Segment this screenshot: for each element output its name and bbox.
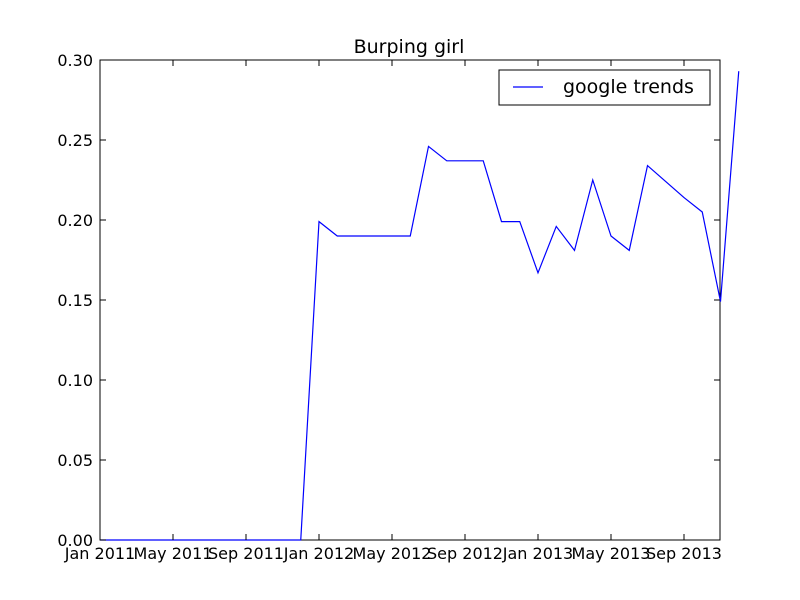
legend: google trends: [498, 69, 711, 106]
legend-label: google trends: [563, 76, 694, 98]
plot-area: [99, 59, 740, 541]
x-tick-label: Jan 2011: [64, 544, 135, 563]
chart-title: Burping girl: [354, 36, 465, 58]
y-tick-label: 0.00: [57, 531, 93, 550]
y-tick-label: 0.10: [57, 371, 93, 390]
y-tick-label: 0.20: [57, 211, 93, 230]
y-tick-label: 0.15: [57, 291, 93, 310]
plot-frame: [99, 59, 721, 541]
x-tick-label: Sep 2012: [427, 544, 503, 563]
x-tick-label: Sep 2013: [646, 544, 722, 563]
series-line-0: [100, 71, 740, 541]
x-tick-label: Sep 2011: [208, 544, 284, 563]
legend-box: [498, 69, 711, 106]
y-tick-label: 0.30: [57, 51, 93, 70]
y-tick-label: 0.05: [57, 451, 93, 470]
y-tick-label: 0.25: [57, 131, 93, 150]
x-tick-label: Jan 2012: [283, 544, 354, 563]
x-tick-label: May 2012: [353, 544, 432, 563]
x-tick-label: May 2011: [134, 544, 213, 563]
x-tick-label: Jan 2013: [502, 544, 573, 563]
y-axis: 0.00 0.05 0.10 0.15 0.20 0.25 0.30: [57, 51, 720, 550]
x-tick-label: May 2013: [572, 544, 651, 563]
